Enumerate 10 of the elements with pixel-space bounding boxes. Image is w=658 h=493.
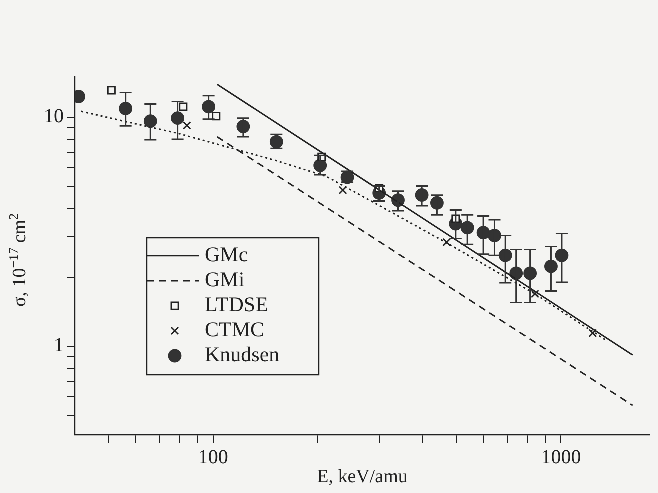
x-tick-label: 100 <box>198 446 228 468</box>
x-axis-title: E, keV/amu <box>317 466 408 488</box>
legend-label: CTMC <box>205 318 265 342</box>
legend-label: GMc <box>205 242 248 267</box>
x-tick-label: 1000 <box>541 446 582 468</box>
legend-label: LTDSE <box>205 292 268 317</box>
y-tick-label: 10 <box>44 106 64 128</box>
legend-label: Knudsen <box>205 342 280 367</box>
y-tick-label: 1 <box>54 334 64 357</box>
legend-label: GMi <box>205 268 245 292</box>
